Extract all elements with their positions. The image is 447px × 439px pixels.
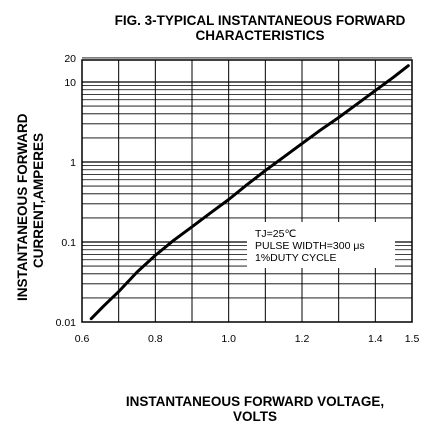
x-tick-label: 1.4: [368, 333, 383, 345]
annotation-box: [247, 222, 395, 268]
y-tick-label: 0.01: [56, 317, 77, 329]
y-tick-label: 0.1: [61, 237, 76, 249]
annotation-line: TJ=25℃: [255, 228, 296, 240]
x-tick-label: 1.5: [405, 333, 420, 345]
y-tick-label: 10: [64, 77, 76, 89]
x-tick-label: 0.8: [148, 333, 163, 345]
plot-frame: [81, 59, 413, 323]
x-tick-label: 0.6: [75, 333, 90, 345]
x-axis-label-line1: INSTANTANEOUS FORWARD VOLTAGE,: [125, 394, 385, 409]
y-tick-label: 1: [70, 157, 76, 169]
annotation-line: 1%DUTY CYCLE: [255, 252, 337, 264]
chart-subtitle: CHARACTERISTICS: [195, 28, 325, 43]
x-axis-label-line2: VOLTS: [232, 409, 277, 424]
y-tick-label: 20: [64, 53, 76, 65]
series-line: [89, 64, 410, 321]
tick-labels: 0.6 0.8 1.0 1.2 1.4 1.5 0.01 0.1 1 10 20: [56, 53, 420, 345]
x-tick-label: 1.2: [295, 333, 310, 345]
grid: [82, 57, 412, 322]
x-tick-label: 1.0: [221, 333, 236, 345]
chart-title: FIG. 3-TYPICAL INSTANTANEOUS FORWARD: [114, 13, 406, 28]
annotation-line: PULSE WIDTH=300 μs: [255, 240, 365, 252]
